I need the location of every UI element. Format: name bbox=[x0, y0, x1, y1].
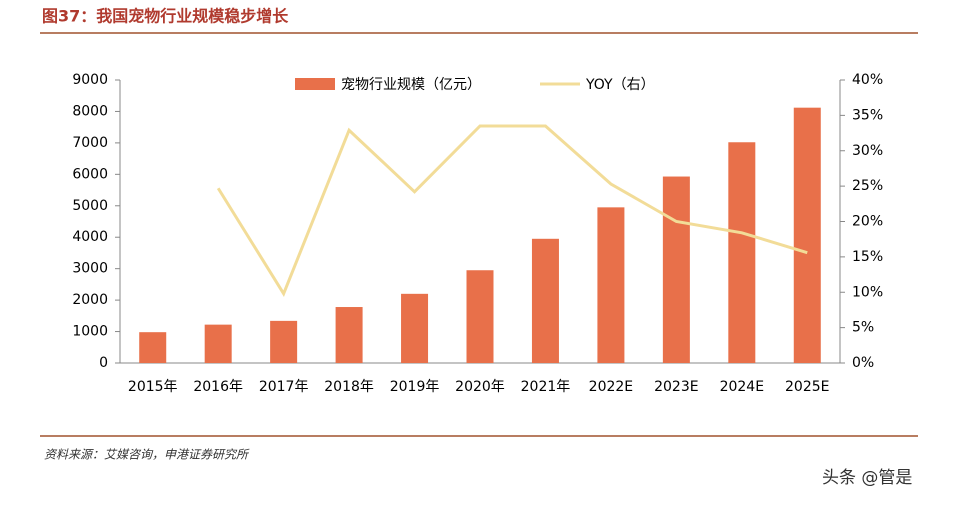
x-tick-label: 2019年 bbox=[390, 379, 440, 395]
source-note: 资料来源：艾媒咨询，申港证券研究所 bbox=[44, 448, 250, 462]
y2-tick-label: 25% bbox=[852, 178, 883, 194]
x-tick-label: 2025E bbox=[785, 379, 829, 395]
y-tick-label: 3000 bbox=[72, 261, 108, 277]
y2-tick-label: 35% bbox=[852, 107, 883, 123]
bar bbox=[662, 176, 690, 363]
bar bbox=[335, 307, 363, 363]
y2-tick-label: 5% bbox=[852, 320, 874, 336]
legend-label: YOY（右） bbox=[585, 77, 655, 93]
y-tick-label: 9000 bbox=[72, 72, 108, 88]
y2-tick-label: 10% bbox=[852, 284, 883, 300]
y2-tick-label: 30% bbox=[852, 143, 883, 159]
x-tick-label: 2016年 bbox=[193, 379, 243, 395]
chart-title: 图37：我国宠物行业规模稳步增长 bbox=[42, 7, 289, 26]
y-tick-label: 6000 bbox=[72, 166, 108, 182]
x-tick-label: 2022E bbox=[589, 379, 633, 395]
x-tick-label: 2024E bbox=[720, 379, 764, 395]
bar bbox=[531, 238, 559, 363]
x-tick-label: 2021年 bbox=[521, 379, 571, 395]
x-tick-label: 2018年 bbox=[324, 379, 374, 395]
bar bbox=[401, 293, 429, 363]
y-tick-label: 4000 bbox=[72, 229, 108, 245]
y-tick-label: 2000 bbox=[72, 292, 108, 308]
bar bbox=[597, 207, 625, 363]
x-tick-label: 2020年 bbox=[455, 379, 505, 395]
x-tick-label: 2015年 bbox=[128, 379, 178, 395]
y-tick-label: 5000 bbox=[72, 198, 108, 214]
legend-swatch bbox=[295, 78, 335, 90]
yoy-line bbox=[216, 124, 808, 297]
bar bbox=[728, 142, 756, 363]
bar bbox=[139, 332, 167, 363]
y-tick-label: 0 bbox=[99, 355, 108, 371]
y-tick-label: 8000 bbox=[72, 103, 108, 119]
y2-tick-label: 40% bbox=[852, 72, 883, 88]
y2-tick-label: 15% bbox=[852, 249, 883, 265]
watermark: 头条 @管是 bbox=[822, 468, 912, 488]
legend-label: 宠物行业规模（亿元） bbox=[341, 77, 481, 93]
y-tick-label: 1000 bbox=[72, 324, 108, 340]
bar bbox=[270, 320, 298, 363]
bar bbox=[204, 324, 232, 363]
y2-tick-label: 0% bbox=[852, 355, 874, 371]
x-tick-label: 2023E bbox=[654, 379, 698, 395]
bar bbox=[793, 107, 821, 363]
y-tick-label: 7000 bbox=[72, 135, 108, 151]
y2-tick-label: 20% bbox=[852, 214, 883, 230]
bar bbox=[466, 270, 494, 363]
x-tick-label: 2017年 bbox=[259, 379, 309, 395]
